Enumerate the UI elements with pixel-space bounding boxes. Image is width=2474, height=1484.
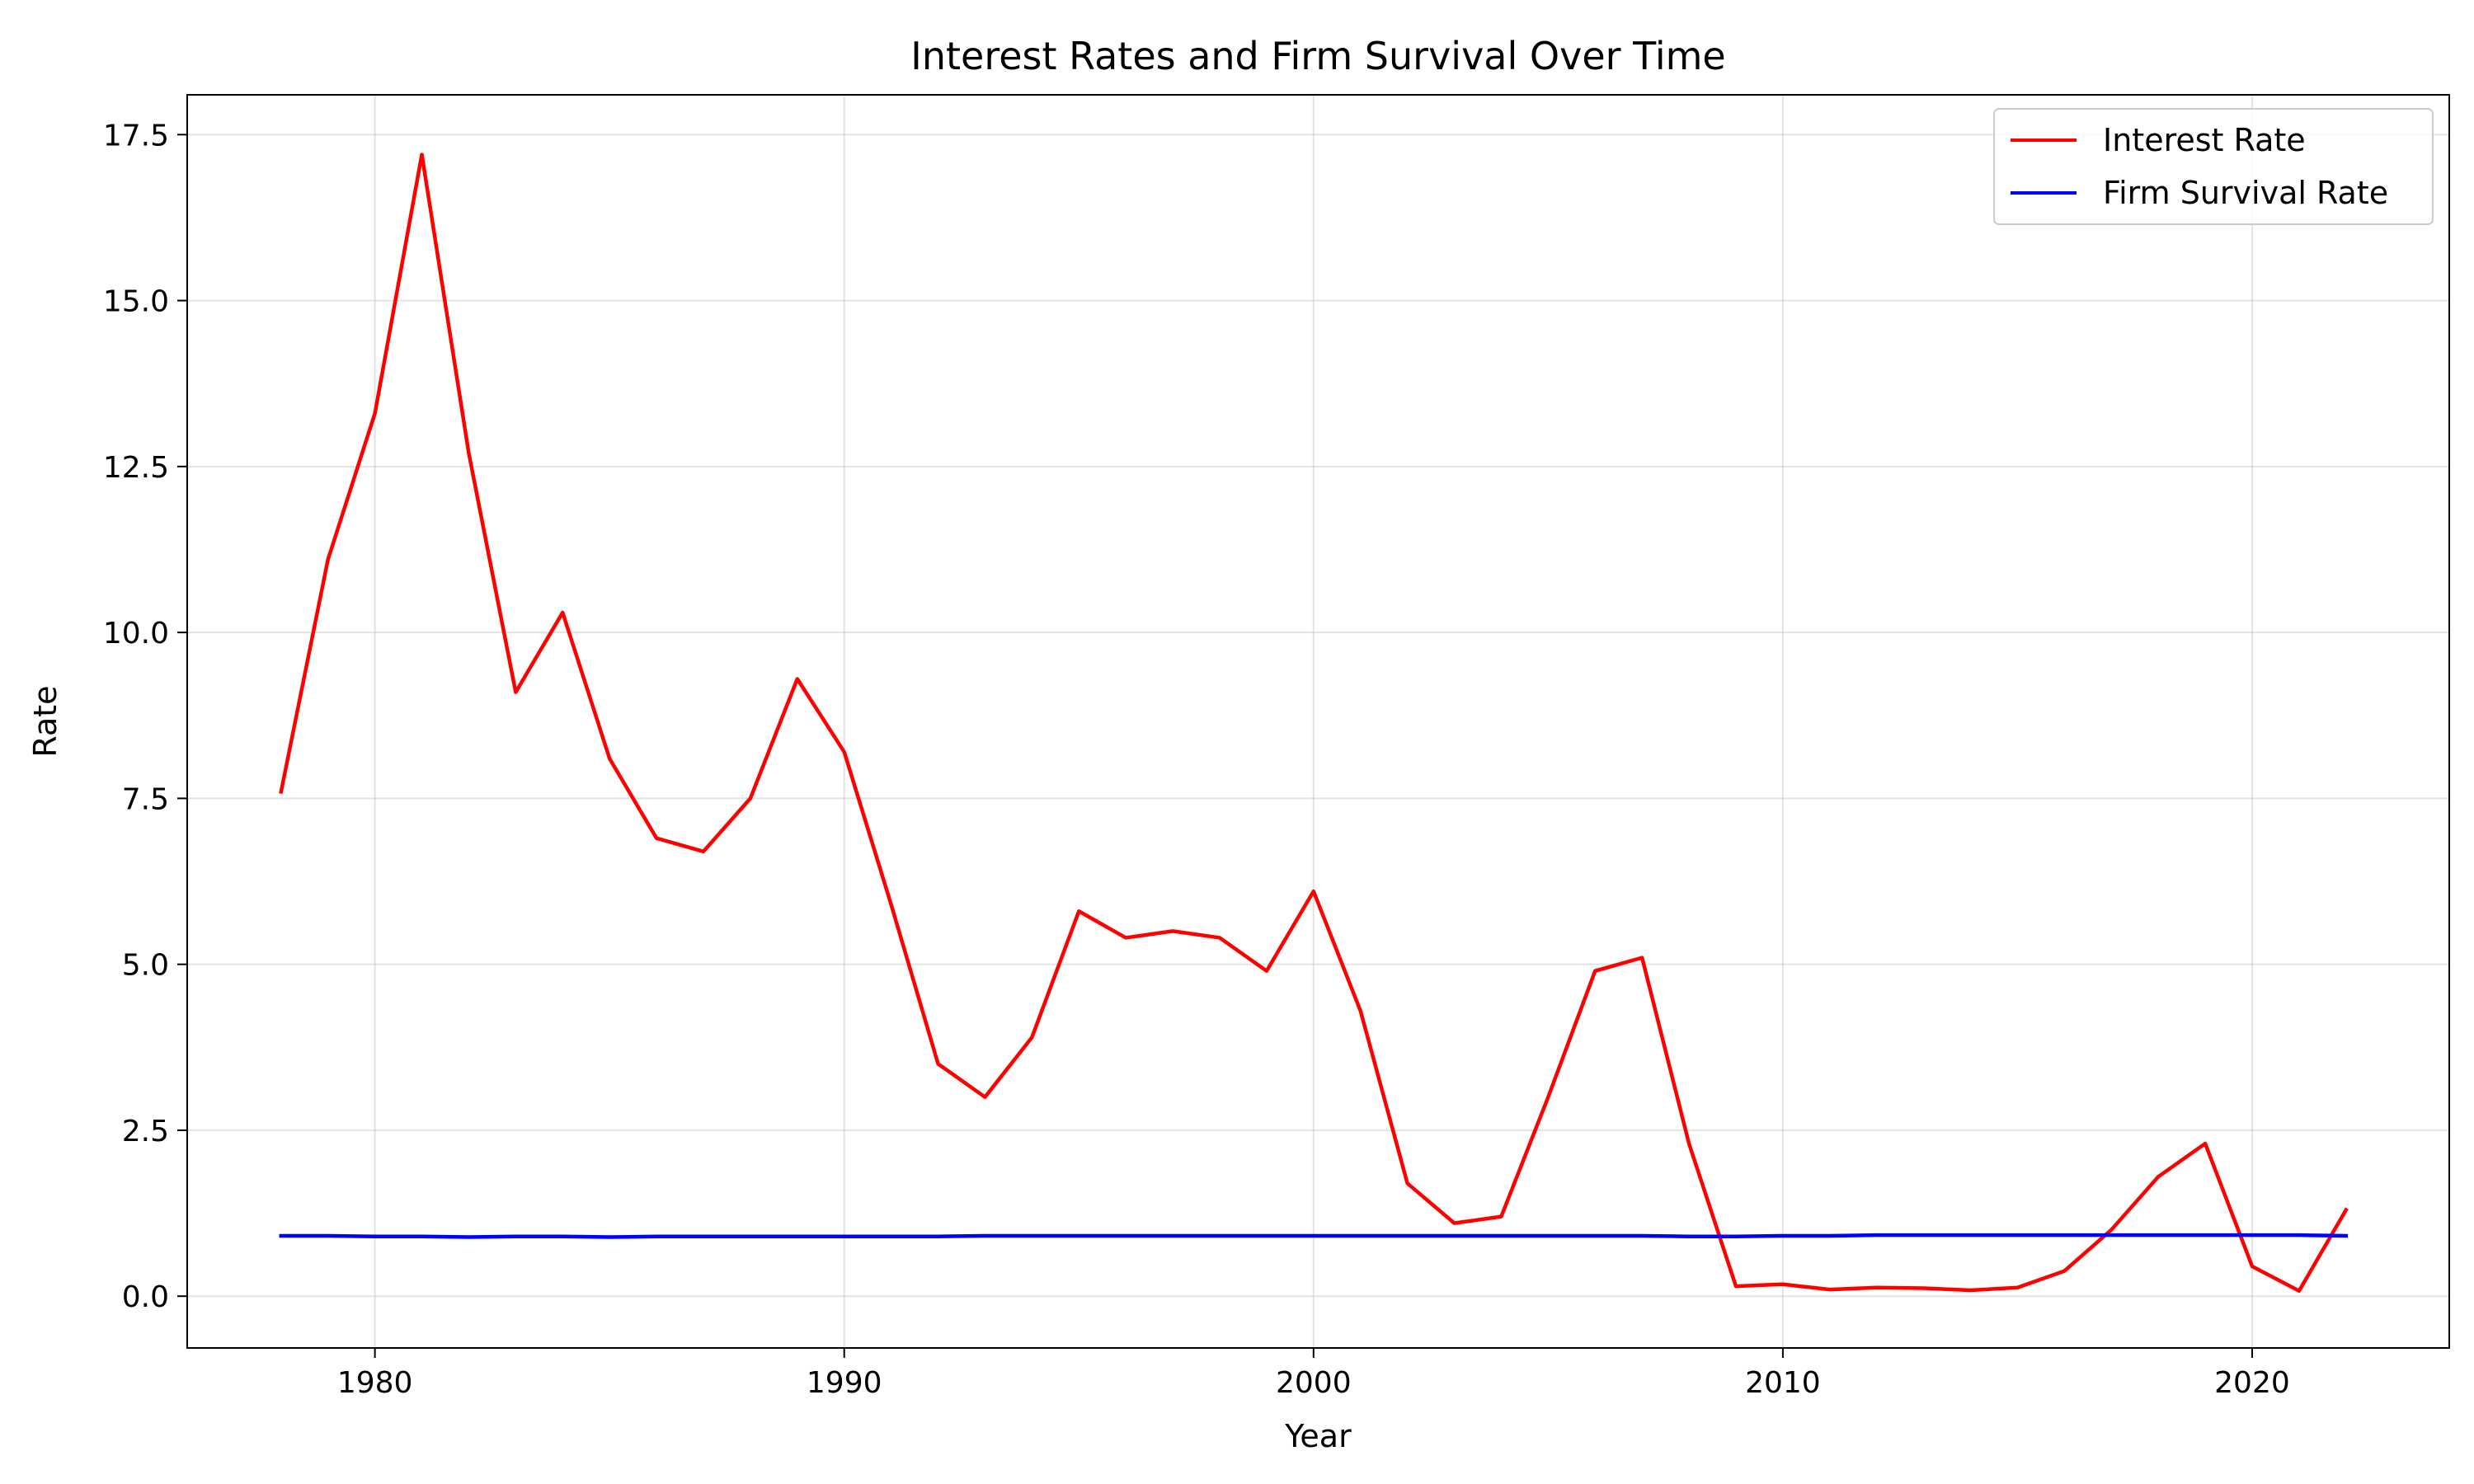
y-tick-label-7: 17.5 <box>103 119 169 153</box>
y-tick-label-5: 12.5 <box>103 451 169 485</box>
y-tick-label-2: 5.0 <box>122 949 169 983</box>
x-tick-label-1990: 1990 <box>807 1366 882 1400</box>
plot-frame <box>186 94 2450 1349</box>
series-line-0 <box>279 153 2349 1294</box>
legend-box <box>1993 108 2434 225</box>
axis-ticks: 1980 1990 2000 2010 2020 0.0 2.5 5.0 7.5 10.0 12.5… <box>103 119 2290 1400</box>
data-series <box>279 153 2349 1294</box>
y-tick-label-1: 2.5 <box>122 1115 169 1148</box>
y-tick-label-3: 7.5 <box>122 782 169 816</box>
legend: Interest Rate Firm Survival Rate <box>1993 108 2434 225</box>
y-tick-label-0: 0.0 <box>122 1280 169 1314</box>
grid-lines <box>187 95 2449 1348</box>
y-tick-label-4: 10.0 <box>103 617 169 650</box>
y-axis-label: Rate <box>27 685 63 757</box>
legend-label-firm-survival-rate: Firm Survival Rate <box>2103 175 2388 211</box>
x-tick-label-2000: 2000 <box>1276 1366 1352 1400</box>
x-tick-label-2020: 2020 <box>2214 1366 2290 1400</box>
x-axis-label: Year <box>1284 1418 1352 1454</box>
x-tick-label-2010: 2010 <box>1745 1366 1821 1400</box>
series-line-1 <box>279 1233 2349 1239</box>
legend-label-interest-rate: Interest Rate <box>2103 122 2306 158</box>
y-tick-label-6: 15.0 <box>103 285 169 319</box>
chart-title: Interest Rates and Firm Survival Over Ti… <box>910 34 1725 78</box>
x-tick-label-1980: 1980 <box>337 1366 413 1400</box>
